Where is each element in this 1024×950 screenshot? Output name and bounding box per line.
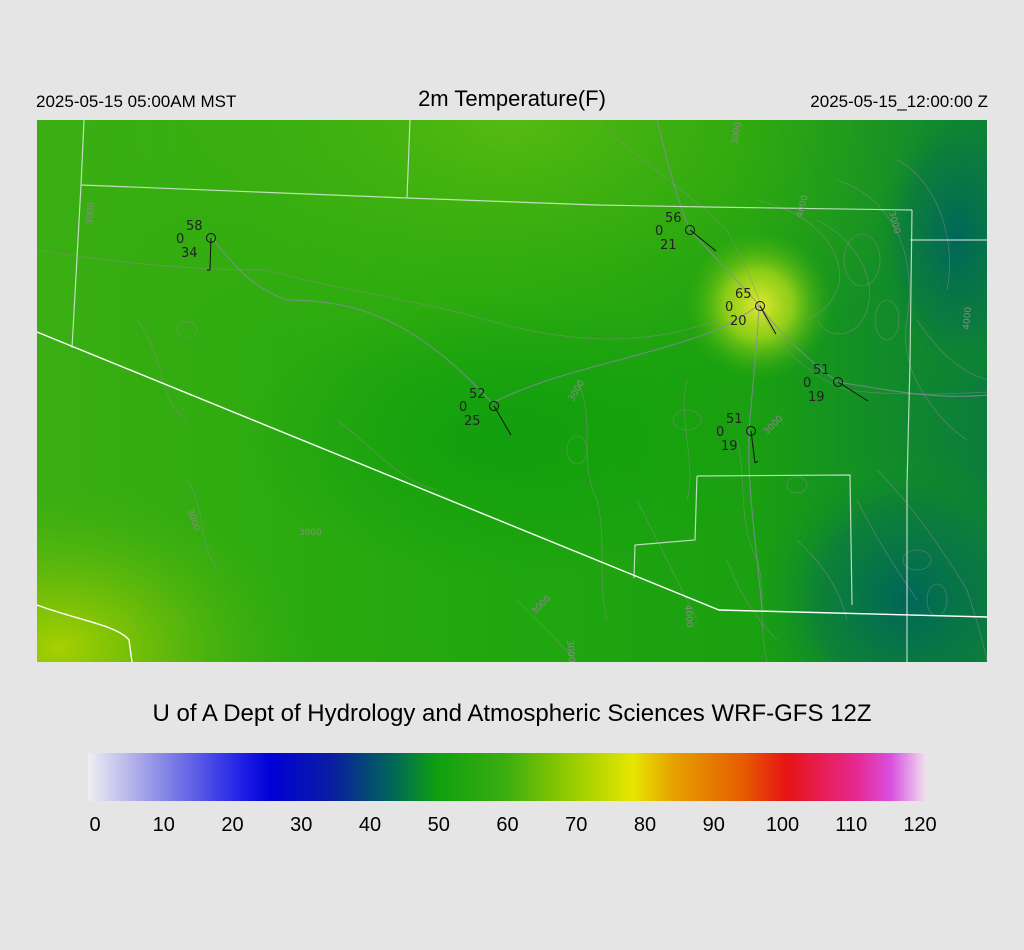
contour-label: 3000 [299, 528, 322, 538]
station-circle [489, 401, 499, 411]
wind-barb [209, 237, 212, 271]
colorbar-tick-0: 0 [89, 814, 101, 836]
valid-time-label: 2025-05-15_12:00:00 Z [810, 92, 988, 111]
station-dewpoint: 34 [181, 246, 198, 261]
credit-line: U of A Dept of Hydrology and Atmospheric… [152, 700, 872, 727]
station-circle [206, 233, 216, 243]
county-borders [71, 120, 987, 662]
station-cloud-cover: 0 [655, 224, 663, 239]
station-temperature: 51 [813, 363, 830, 378]
colorbar-tick-60: 60 [496, 814, 519, 836]
map-title: 2m Temperature(F) [418, 86, 606, 111]
roads [211, 120, 987, 611]
contour-label: 4000 [962, 306, 974, 330]
colorbar-tick-20: 20 [221, 814, 244, 836]
station-circle [755, 301, 765, 311]
contour-label: 3000 [85, 201, 97, 225]
colorbar-tick-50: 50 [427, 814, 450, 836]
station-circle [746, 426, 756, 436]
station-circle [685, 225, 695, 235]
state-border [37, 331, 987, 662]
terrain-contours [37, 120, 987, 662]
colorbar-tick-70: 70 [565, 814, 588, 836]
station-dewpoint: 20 [730, 314, 747, 329]
station-dewpoint: 19 [808, 390, 825, 405]
colorbar-tick-120: 120 [903, 814, 937, 836]
colorbar-tick-110: 110 [835, 814, 868, 836]
station-dewpoint: 25 [464, 414, 481, 429]
contour-label: 3000 [730, 121, 744, 146]
colorbar-tick-80: 80 [633, 814, 657, 836]
station-temperature: 56 [665, 211, 682, 226]
colorbar-tick-10: 10 [152, 814, 175, 836]
station-cloud-cover: 0 [803, 376, 811, 391]
station-temperature: 58 [186, 219, 203, 234]
station-temperature: 51 [726, 412, 743, 427]
colorbar-tick-100: 100 [765, 814, 800, 836]
station-temperature: 65 [735, 287, 752, 302]
colorbar-tick-90: 90 [702, 814, 725, 836]
station-temperature: 52 [469, 387, 486, 402]
wind-barb [493, 405, 512, 436]
station-dewpoint: 21 [660, 238, 677, 253]
wind-barb [750, 430, 756, 464]
station-dewpoint: 19 [721, 439, 738, 454]
contour-label: 3000 [564, 639, 576, 662]
temperature-colorbar [88, 753, 926, 801]
wind-barb [759, 305, 777, 335]
station-cloud-cover: 0 [176, 232, 184, 247]
station-cloud-cover: 0 [716, 425, 724, 440]
wind-barb [689, 229, 717, 252]
wind-barb [837, 381, 869, 402]
station-cloud-cover: 0 [459, 400, 467, 415]
station-cloud-cover: 0 [725, 300, 733, 315]
contour-label: 4000 [682, 604, 694, 628]
colorbar-tick-40: 40 [358, 814, 382, 836]
local-time-label: 2025-05-15 05:00AM MST [36, 92, 237, 111]
station-circle [833, 377, 843, 387]
colorbar-tick-30: 30 [290, 814, 313, 836]
